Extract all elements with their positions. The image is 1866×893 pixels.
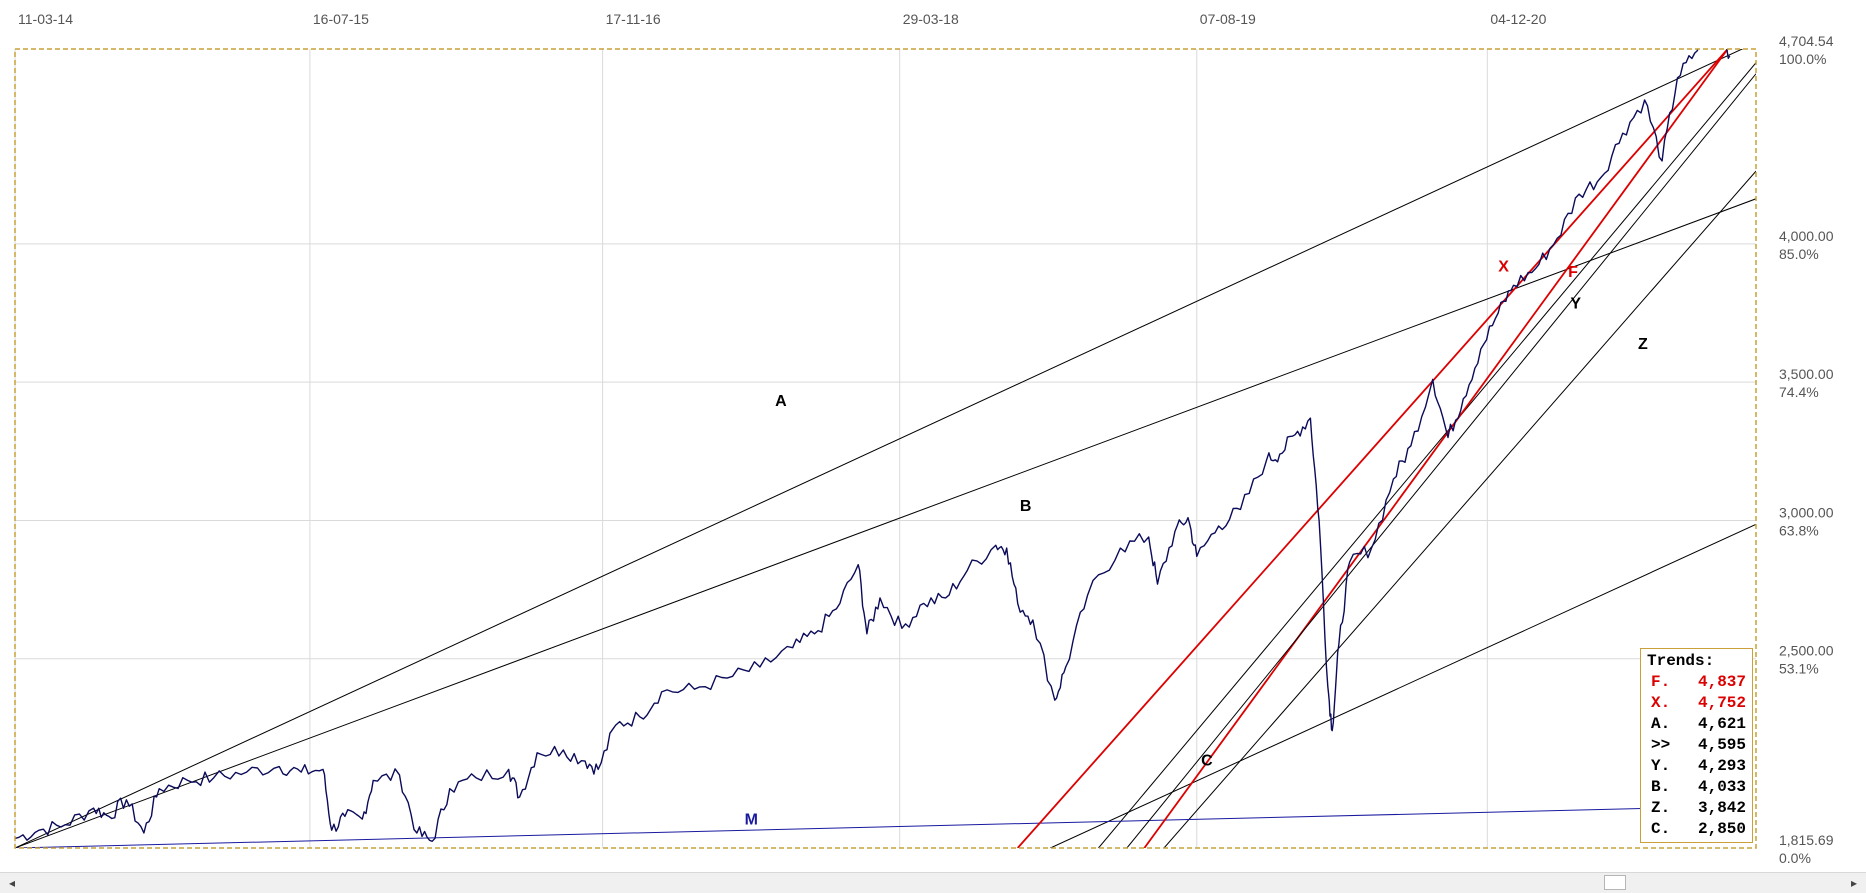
y-tick-label: 2,500.00 <box>1779 643 1834 659</box>
trendline-b <box>15 198 1756 848</box>
legend-row-value: 4,621 <box>1697 715 1746 733</box>
x-tick-label: 29-03-18 <box>903 11 959 27</box>
price-line <box>15 49 1731 842</box>
scroll-left-arrow-icon[interactable]: ◂ <box>8 876 16 890</box>
legend-row-value: 4,837 <box>1697 673 1746 691</box>
trends-legend: Trends: F. 4,837 X. 4,752 A. 4,621 >> 4,595 Y. 4,… <box>1640 648 1753 843</box>
legend-title: Trends: <box>1647 652 1715 670</box>
legend-row: A. 4,621 <box>1647 714 1746 735</box>
legend-row-label: F. <box>1651 673 1671 691</box>
legend-row-label: X. <box>1651 694 1671 712</box>
trendline-label-a: A <box>775 393 787 410</box>
trendline-c <box>1050 523 1756 848</box>
legend-row: Y. 4,293 <box>1647 756 1746 777</box>
trendline-label-y: Y <box>1570 296 1581 313</box>
trendline-label-z: Z <box>1638 336 1648 353</box>
trendline-z <box>1163 170 1756 848</box>
legend-row-value: 4,752 <box>1697 694 1746 712</box>
trendlines <box>15 49 1756 848</box>
trendline-label-x: X <box>1498 259 1509 276</box>
chart-area: 11-03-14 16-07-15 17-11-16 29-03-18 07-08-19… <box>14 11 1834 866</box>
scroll-right-arrow-icon[interactable]: ▸ <box>1850 876 1858 890</box>
y-tick-label: 4,704.54 <box>1779 33 1834 49</box>
y-tick-label: 1,815.69 <box>1779 832 1834 848</box>
legend-row-label: C. <box>1651 820 1671 838</box>
legend-rows: F. 4,837 X. 4,752 A. 4,621 >> 4,595 Y. 4,293 B. 4,0… <box>1647 672 1746 840</box>
legend-row-label: Z. <box>1651 799 1671 817</box>
legend-row-label: B. <box>1651 778 1671 796</box>
axis-labels: 11-03-14 16-07-15 17-11-16 29-03-18 07-08-19… <box>18 11 1834 866</box>
legend-row-label: A. <box>1651 715 1671 733</box>
legend-row-label: >> <box>1651 736 1671 754</box>
legend-row: X. 4,752 <box>1647 693 1746 714</box>
scrollbar-thumb[interactable] <box>1604 875 1626 890</box>
y-tick-percent: 100.0% <box>1779 51 1826 67</box>
trend-labels: A B C Y Z M X F <box>745 259 1648 829</box>
y-tick-percent: 85.0% <box>1779 246 1819 262</box>
y-tick-label: 4,000.00 <box>1779 228 1834 244</box>
price-series <box>15 49 1731 842</box>
y-tick-percent: 63.8% <box>1779 522 1819 538</box>
trendline-label-f: F <box>1568 264 1578 281</box>
trendline-label-m: M <box>745 812 758 829</box>
legend-row-value: 2,850 <box>1697 820 1746 838</box>
y-tick-percent: 53.1% <box>1779 661 1819 677</box>
legend-row-value: 3,842 <box>1697 799 1746 817</box>
x-tick-label: 04-12-20 <box>1490 11 1546 27</box>
y-tick-label: 3,000.00 <box>1779 504 1834 520</box>
y-tick-label: 3,500.00 <box>1779 366 1834 382</box>
legend-row: B. 4,033 <box>1647 777 1746 798</box>
trendline-label-c: C <box>1201 752 1213 769</box>
horizontal-scrollbar[interactable]: ◂ ▸ <box>0 872 1866 893</box>
y-tick-percent: 74.4% <box>1779 384 1819 400</box>
legend-row: >> 4,595 <box>1647 735 1746 756</box>
trendline-m <box>15 806 1717 848</box>
trendline-a <box>15 49 1744 848</box>
y-tick-percent: 0.0% <box>1779 850 1811 866</box>
legend-row-label: Y. <box>1651 757 1671 775</box>
trendline-unlabeled <box>1126 73 1756 848</box>
x-tick-label: 16-07-15 <box>313 11 369 27</box>
legend-row-value: 4,595 <box>1697 736 1746 754</box>
legend-row: Z. 3,842 <box>1647 798 1746 819</box>
legend-row: F. 4,837 <box>1647 672 1746 693</box>
legend-row-value: 4,033 <box>1697 778 1746 796</box>
gridlines <box>14 49 1756 848</box>
x-tick-label: 17-11-16 <box>606 11 661 27</box>
legend-row-value: 4,293 <box>1697 757 1746 775</box>
trendline-x <box>1016 49 1729 848</box>
x-tick-label: 11-03-14 <box>18 11 73 27</box>
trendline-f <box>1143 49 1729 848</box>
x-tick-label: 07-08-19 <box>1200 11 1256 27</box>
trendline-y <box>1098 62 1756 848</box>
trendline-label-b: B <box>1020 498 1032 515</box>
plot-frame <box>14 48 1757 849</box>
legend-row: C. 2,850 <box>1647 819 1746 840</box>
